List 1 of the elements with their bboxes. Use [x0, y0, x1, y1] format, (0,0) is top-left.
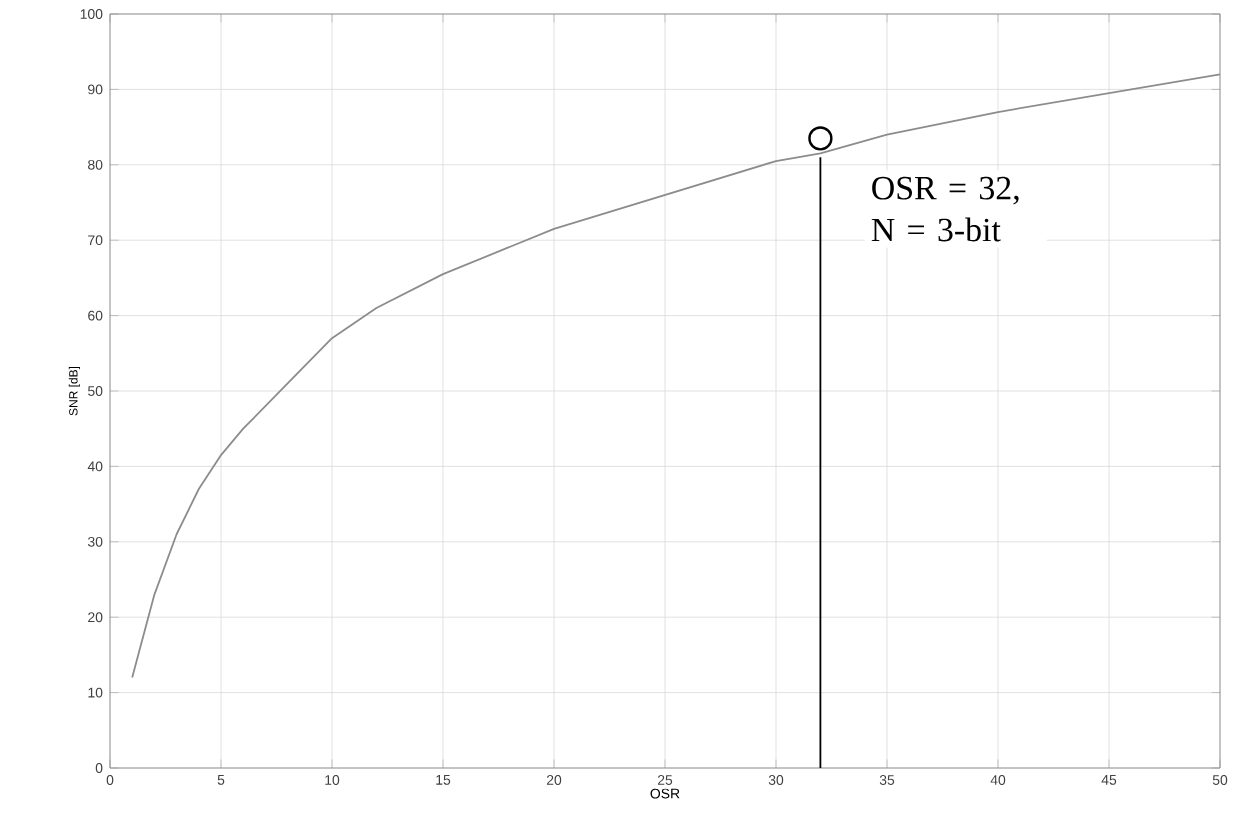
annotation: OSR = 32, N = 3-bit [871, 176, 1019, 242]
